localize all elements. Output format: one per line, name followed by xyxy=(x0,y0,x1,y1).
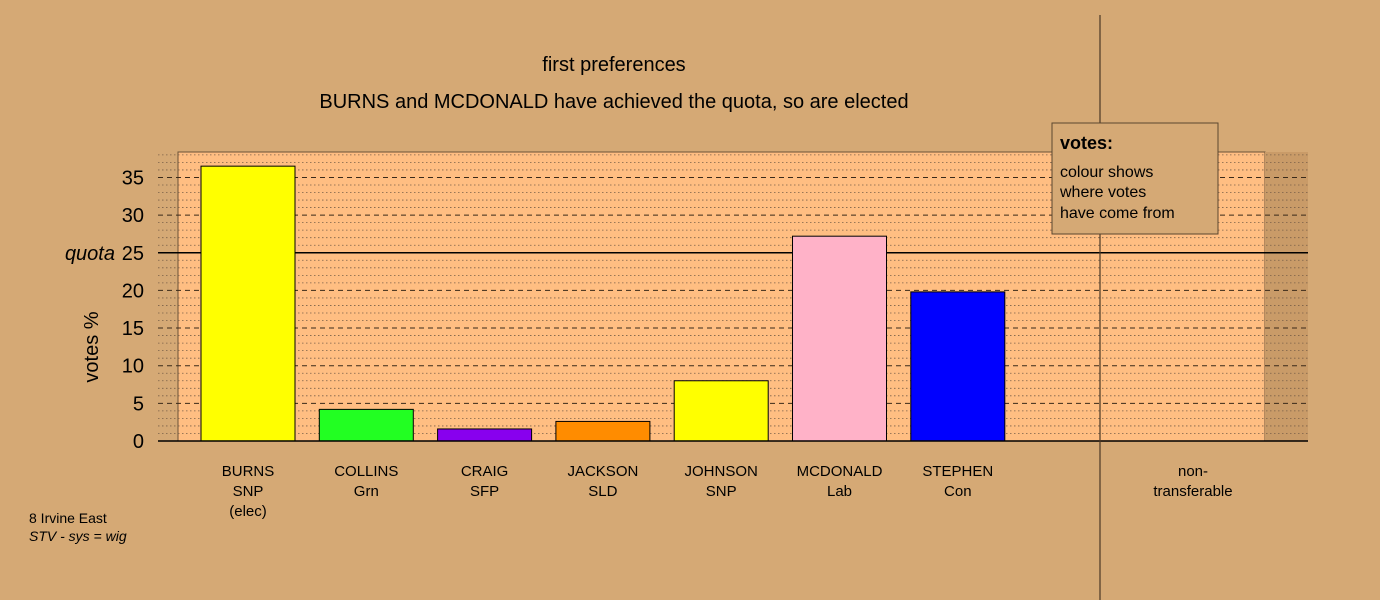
quota-label: quota xyxy=(65,243,115,265)
shaded-region xyxy=(1265,152,1308,441)
category-label: MCDONALD xyxy=(797,463,883,480)
y-tick-label: 25 xyxy=(122,243,144,265)
y-axis: 0 5 10 15 20 25 30 35 quota xyxy=(65,15,1308,600)
category-label: COLLINS xyxy=(334,463,398,480)
bar-jackson xyxy=(555,420,651,442)
y-axis-label: votes % xyxy=(81,311,103,382)
category-label: Con xyxy=(944,483,972,500)
category-label: CRAIG xyxy=(461,463,509,480)
y-tick-label: 20 xyxy=(122,280,144,302)
category-label: BURNS xyxy=(222,463,275,480)
bar-burns xyxy=(200,165,296,442)
category-label: STEPHEN xyxy=(922,463,993,480)
legend-title: votes: xyxy=(1060,133,1113,153)
legend-line: colour shows xyxy=(1060,164,1153,181)
y-tick-label: 15 xyxy=(122,318,144,340)
y-tick-label: 35 xyxy=(122,167,144,189)
bar-collins xyxy=(318,408,414,442)
grid xyxy=(158,154,1308,434)
system-label: STV - sys = wig xyxy=(29,528,127,544)
legend-line: where votes xyxy=(1059,184,1146,201)
ward-label: 8 Irvine East xyxy=(29,510,107,526)
y-tick-label: 0 xyxy=(133,431,144,453)
category-label: SFP xyxy=(470,483,499,500)
y-tick-label: 5 xyxy=(133,393,144,415)
bar-mcdonald xyxy=(792,235,887,442)
category-label: (elec) xyxy=(229,503,267,520)
bar-johnson xyxy=(673,380,769,442)
category-label: JOHNSON xyxy=(685,463,758,480)
y-tick-label: 10 xyxy=(122,356,144,378)
bar-stephen xyxy=(910,291,1006,442)
bar-craig xyxy=(437,428,533,442)
category-label: JACKSON xyxy=(567,463,638,480)
chart-title: first preferences xyxy=(542,54,685,76)
legend: votes: colour shows where votes have com… xyxy=(1051,122,1219,235)
category-labels: BURNS SNP (elec) COLLINS Grn CRAIG SFP JACKSON S… xyxy=(222,463,1233,520)
category-label: Lab xyxy=(827,483,852,500)
category-label: SNP xyxy=(233,483,264,500)
nontransferable-label: transferable xyxy=(1153,483,1232,500)
nontransferable-label: non- xyxy=(1178,463,1208,480)
chart-subtitle: BURNS and MCDONALD have achieved the quo… xyxy=(319,91,908,113)
y-tick-label: 30 xyxy=(122,205,144,227)
legend-line: have come from xyxy=(1060,205,1175,222)
legend-box xyxy=(1051,122,1219,235)
category-label: SLD xyxy=(588,483,617,500)
bars xyxy=(200,165,1006,442)
category-label: Grn xyxy=(354,483,379,500)
category-label: SNP xyxy=(706,483,737,500)
